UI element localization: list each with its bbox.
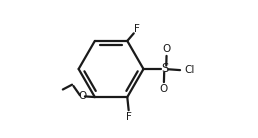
Text: Cl: Cl (185, 65, 195, 75)
Text: O: O (163, 44, 171, 54)
Text: F: F (126, 112, 132, 122)
Text: F: F (134, 24, 140, 34)
Text: O: O (159, 84, 168, 94)
Text: S: S (161, 63, 168, 75)
Text: O: O (78, 91, 86, 101)
